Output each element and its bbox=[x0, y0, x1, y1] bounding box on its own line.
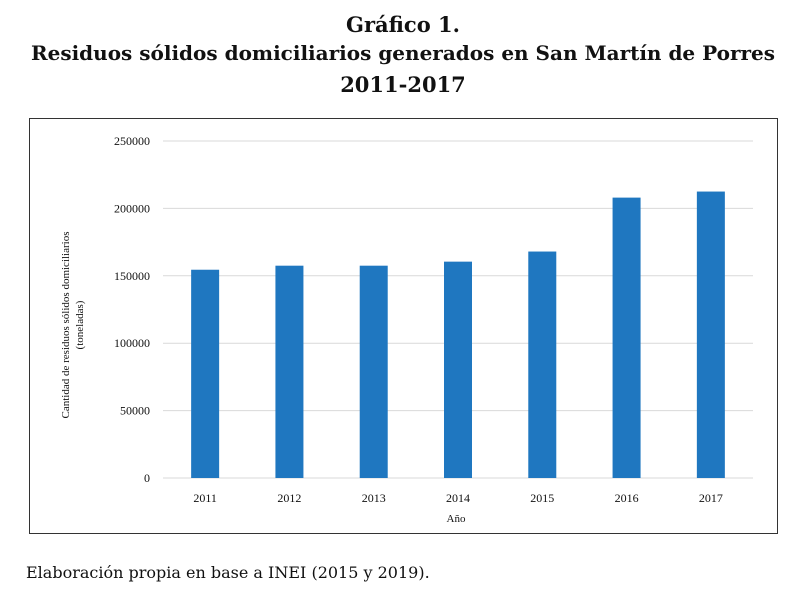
x-tick-label: 2014 bbox=[446, 491, 470, 505]
x-tick-label: 2016 bbox=[615, 491, 639, 505]
y-tick-label: 0 bbox=[144, 471, 150, 485]
bar-2014 bbox=[444, 261, 472, 478]
chart-frame bbox=[29, 118, 778, 534]
source-note: Elaboración propia en base a INEI (2015 … bbox=[26, 563, 430, 582]
y-axis-label-line2: (toneladas) bbox=[74, 300, 86, 349]
y-axis-label-line1: Cantidad de residuos sólidos domiciliari… bbox=[60, 232, 72, 419]
bar-2015 bbox=[528, 251, 557, 478]
bar-2012 bbox=[275, 265, 304, 478]
x-tick-label: 2013 bbox=[362, 491, 386, 505]
x-tick-label: 2015 bbox=[530, 491, 554, 505]
y-tick-label: 50000 bbox=[120, 404, 150, 418]
y-tick-label: 200000 bbox=[114, 201, 150, 215]
bar-2013 bbox=[359, 265, 388, 478]
x-axis-label: Año bbox=[447, 513, 466, 525]
bar-2011 bbox=[191, 269, 220, 478]
y-tick-label: 150000 bbox=[114, 269, 150, 283]
y-tick-label: 250000 bbox=[114, 134, 150, 148]
bars bbox=[191, 191, 725, 479]
x-tick-label: 2012 bbox=[277, 491, 301, 505]
bar-2017 bbox=[696, 191, 725, 479]
x-tick-label: 2011 bbox=[193, 491, 217, 505]
y-tick-label: 100000 bbox=[114, 336, 150, 350]
x-tick-label: 2017 bbox=[699, 491, 723, 505]
chart-period: 2011-2017 bbox=[340, 72, 466, 97]
chart-label: Gráfico 1. bbox=[346, 12, 460, 37]
x-tick-labels: 2011 2012 2013 2014 2015 2016 2017 bbox=[193, 491, 722, 505]
chart-title: Residuos sólidos domiciliarios generados… bbox=[30, 41, 776, 65]
bar-2016 bbox=[612, 197, 641, 478]
y-tick-labels: 0 50000 100000 150000 200000 250000 bbox=[114, 134, 150, 485]
